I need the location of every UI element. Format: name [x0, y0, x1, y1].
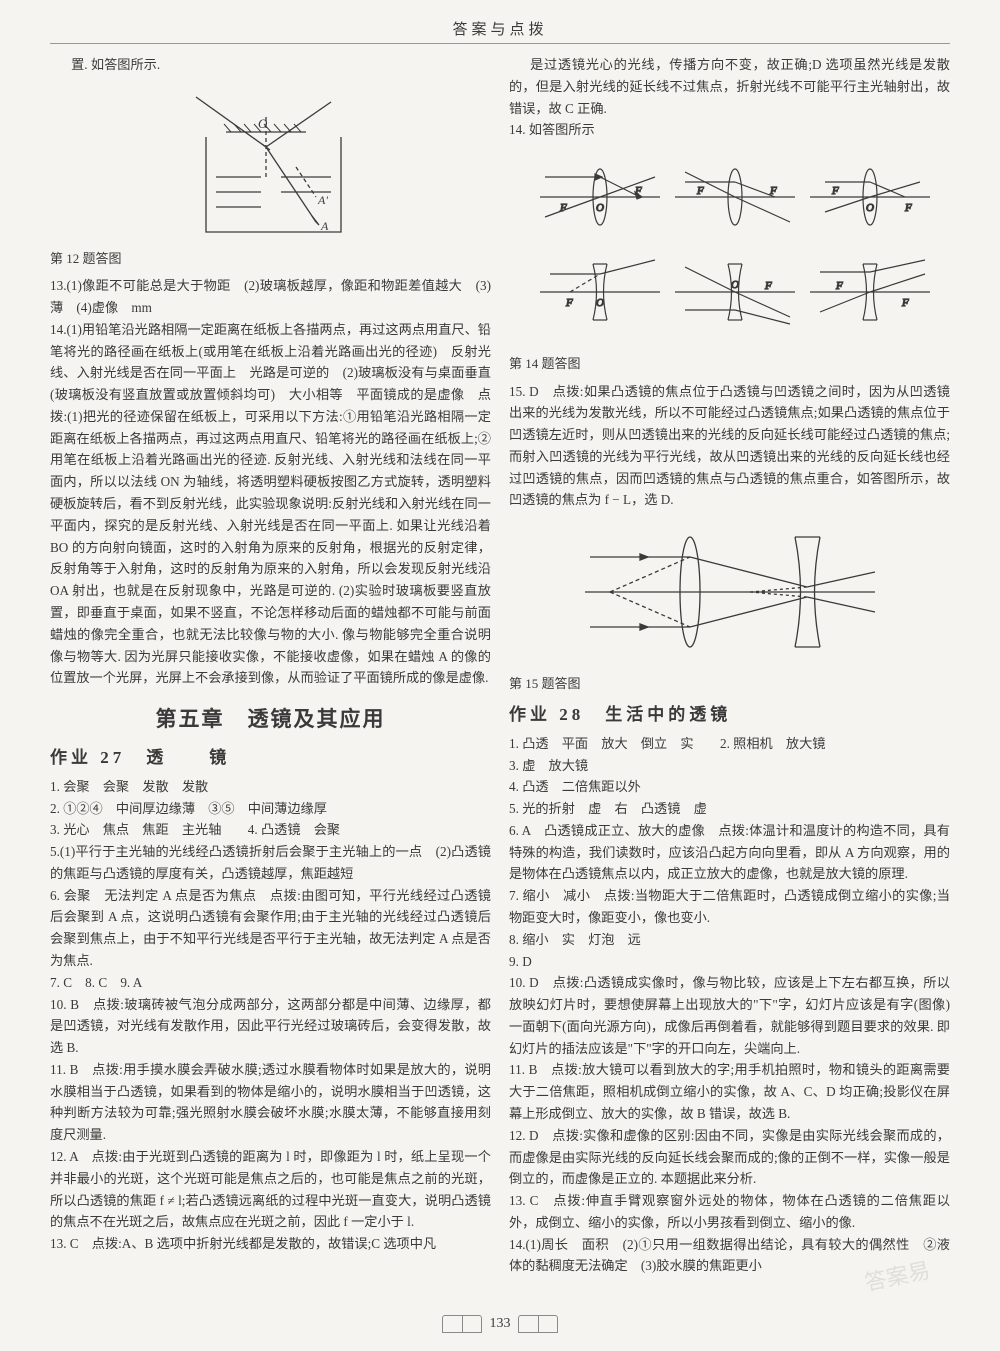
figure-12-caption: 第 12 题答图: [50, 248, 491, 269]
answer-15: 15. D 点拨:如果凸透镜的焦点位于凸透镜与凹透镜之间时，因为从凹透镜出来的光…: [509, 381, 950, 512]
svg-text:O: O: [596, 297, 604, 309]
answer-27-11: 11. B 点拨:用手摸水膜会弄破水膜;透过水膜看物体时如果是放大的，说明水膜相…: [50, 1059, 491, 1146]
section-27-title: 作业 27 透 镜: [50, 744, 491, 772]
figure-14-caption: 第 14 题答图: [509, 353, 950, 374]
answer-13: 13.(1)像距不可能总是大于物距 (2)玻璃板越厚，像距和物距差值越大 (3)…: [50, 275, 491, 319]
svg-text:O: O: [731, 279, 739, 291]
figure-15-caption: 第 15 题答图: [509, 673, 950, 694]
svg-text:A': A': [317, 193, 328, 207]
answer-27-6: 6. 会聚 无法判定 A 点是否为焦点 点拨:由图可知，平行光线经过凸透镜后会聚…: [50, 885, 491, 972]
svg-text:F: F: [831, 185, 839, 197]
svg-text:F: F: [901, 297, 909, 309]
answer-28-1-2: 1. 凸透 平面 放大 倒立 实 2. 照相机 放大镜: [509, 733, 950, 755]
answer-28-12: 12. D 点拨:实像和虚像的区别:因由不同，实像是由实际光线会聚而成的，而虚像…: [509, 1125, 950, 1190]
answer-27-12: 12. A 点拨:由于光斑到凸透镜的距离为 l 时，即像距为 l 时，纸上呈现一…: [50, 1146, 491, 1233]
svg-text:F: F: [565, 297, 573, 309]
answer-27-1: 1. 会聚 会聚 发散 发散: [50, 776, 491, 798]
answer-28-6: 6. A 凸透镜成正立、放大的虚像 点拨:体温计和温度计的构造不同，具有特殊的构…: [509, 820, 950, 885]
svg-text:A: A: [320, 219, 329, 233]
answer-28-5: 5. 光的折射 虚 右 凸透镜 虚: [509, 798, 950, 820]
book-icon: [442, 1315, 482, 1333]
book-icon: [518, 1315, 558, 1333]
left-column: 置. 如答图所示.: [50, 54, 491, 1277]
answer-28-14: 14.(1)周长 面积 (2)①只用一组数据得出结论，具有较大的偶然性 ②液体的…: [509, 1234, 950, 1278]
answer-28-4: 4. 凸透 二倍焦距以外: [509, 776, 950, 798]
svg-text:F: F: [696, 185, 704, 197]
answer-28-7: 7. 缩小 减小 点拨:当物距大于二倍焦距时，凸透镜成倒立缩小的实像;当物距变大…: [509, 885, 950, 929]
answer-27-3-4: 3. 光心 焦点 焦距 主光轴 4. 凸透镜 会聚: [50, 819, 491, 841]
answer-27-789: 7. C 8. C 9. A: [50, 972, 491, 994]
answer-27-2: 2. ①②④ 中间厚边缘薄 ③⑤ 中间薄边缘厚: [50, 798, 491, 820]
chapter-title: 第五章 透镜及其应用: [50, 703, 491, 738]
answer-14-intro: 14. 如答图所示: [509, 119, 950, 141]
page-number: 133: [0, 1315, 1000, 1333]
answer-28-10: 10. D 点拨:凸透镜成实像时，像与物比较，应该是上下左右都互换，所以放映幻灯…: [509, 972, 950, 1059]
answer-28-3: 3. 虚 放大镜: [509, 755, 950, 777]
text-line: 置. 如答图所示.: [50, 54, 491, 76]
answer-27-13: 13. C 点拨:A、B 选项中折射光线都是发散的，故错误;C 选项中凡: [50, 1233, 491, 1255]
page-header: 答案与点拨: [50, 0, 950, 44]
figure-14: F F O F F: [509, 147, 950, 347]
svg-text:F: F: [835, 280, 843, 292]
answer-28-11: 11. B 点拨:放大镜可以看到放大的字;用手机拍照时，物和镜头的距离需要大于二…: [509, 1059, 950, 1124]
svg-text:F: F: [769, 185, 777, 197]
page-number-value: 133: [490, 1316, 511, 1331]
svg-text:F: F: [634, 185, 642, 197]
answer-27-10: 10. B 点拨:玻璃砖被气泡分成两部分，这两部分都是中间薄、边缘厚，都是凹透镜…: [50, 994, 491, 1059]
answer-28-9: 9. D: [509, 951, 950, 973]
svg-text:F: F: [764, 280, 772, 292]
answer-14: 14.(1)用铅笔沿光路相隔一定距离在纸板上各描两点，再过这两点用直尺、铅笔将光…: [50, 319, 491, 689]
right-column: 是过透镜光心的光线，传播方向不变，故正确;D 选项虽然光线是发散的，但是入射光线…: [509, 54, 950, 1277]
two-column-layout: 置. 如答图所示.: [50, 54, 950, 1277]
figure-12: O A A': [50, 82, 491, 242]
svg-text:O: O: [596, 202, 604, 214]
svg-text:O: O: [866, 202, 874, 214]
figure-15: [509, 517, 950, 667]
svg-text:F: F: [904, 202, 912, 214]
answer-13-cont: 是过透镜光心的光线，传播方向不变，故正确;D 选项虽然光线是发散的，但是入射光线…: [509, 54, 950, 119]
section-28-title: 作业 28 生活中的透镜: [509, 701, 950, 729]
svg-text:F: F: [559, 202, 567, 214]
answer-28-8: 8. 缩小 实 灯泡 远: [509, 929, 950, 951]
answer-28-13: 13. C 点拨:伸直手臂观察窗外远处的物体，物体在凸透镜的二倍焦距以外，成倒立…: [509, 1190, 950, 1234]
svg-text:O: O: [258, 116, 268, 131]
answer-27-5: 5.(1)平行于主光轴的光线经凸透镜折射后会聚于主光轴上的一点 (2)凸透镜的焦…: [50, 841, 491, 885]
